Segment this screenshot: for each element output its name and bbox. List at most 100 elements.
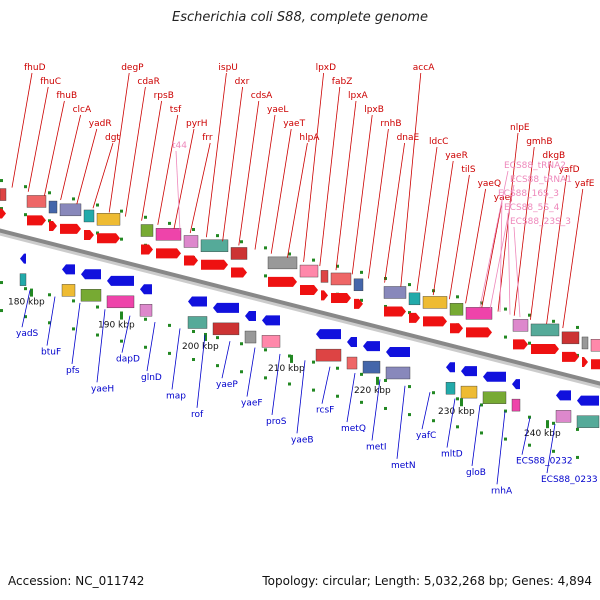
scale-label: 220 kbp — [354, 386, 391, 396]
gene-leader-line — [562, 188, 584, 329]
gene-arrow-reverse — [245, 311, 256, 322]
gene-leader-line — [46, 296, 56, 346]
tick-dot — [528, 415, 531, 419]
tick-dot — [168, 351, 171, 355]
gene-leader-line — [71, 302, 81, 365]
gene-label-rna: ECS88_16S_3 — [498, 189, 559, 199]
gene-leader-line — [530, 160, 551, 320]
gene-arrow-forward — [384, 306, 406, 317]
gene-arrow-forward — [354, 298, 363, 309]
gene-block-forward — [48, 200, 58, 214]
gene-label-forward: yaeJ — [494, 193, 513, 203]
gene-leader-line — [76, 128, 98, 205]
gene-arrow-forward — [0, 208, 6, 219]
gene-label-reverse: yaeF — [241, 399, 263, 409]
rna-leader-line — [479, 170, 509, 308]
tick-dot — [432, 391, 435, 395]
gene-block-forward — [96, 213, 121, 226]
tick-dot — [192, 330, 195, 334]
rna-leader-line — [499, 198, 503, 313]
gene-block-forward — [155, 228, 182, 241]
gene-label-forward: hlpA — [299, 133, 320, 143]
tick-dot — [360, 298, 363, 302]
gene-label-forward: nlpE — [510, 123, 530, 133]
gene-label-reverse: map — [166, 391, 186, 401]
tick-dot — [0, 179, 3, 183]
gene-leader-line — [92, 142, 114, 209]
gene-label-reverse: proS — [266, 417, 287, 427]
gene-arrow-reverse — [81, 269, 101, 280]
gene-label-forward: yafE — [575, 179, 595, 189]
gene-leader-line — [271, 353, 281, 416]
tick-dot — [24, 315, 27, 319]
tick-dot — [456, 397, 459, 401]
tick-dot — [96, 305, 99, 309]
gene-block-reverse — [261, 335, 281, 348]
gene-arrow-reverse — [107, 275, 134, 286]
tick-dot — [168, 323, 171, 327]
gene-block-forward — [561, 331, 580, 345]
gene-arrow-forward — [97, 233, 120, 244]
tick-dot — [72, 327, 75, 331]
tick-dot — [336, 366, 339, 370]
major-tick — [376, 376, 379, 385]
tick-dot — [360, 270, 363, 274]
gene-label-reverse: gloB — [466, 468, 486, 478]
gene-label-forward: yaeL — [267, 105, 288, 115]
tick-dot — [264, 274, 267, 278]
gene-block-forward — [299, 264, 319, 278]
gene-arrow-forward — [409, 312, 420, 323]
gene-label-forward: rpsB — [154, 91, 174, 101]
tick-dot — [432, 419, 435, 423]
tick-dot — [384, 406, 387, 410]
gene-block-forward — [0, 188, 7, 201]
gene-leader-line — [321, 366, 331, 404]
gene-leader-line — [446, 398, 456, 448]
gene-label-reverse: metQ — [341, 424, 366, 434]
tick-dot — [72, 197, 75, 201]
gene-leader-line — [465, 188, 486, 304]
tick-dot — [360, 372, 363, 376]
tick-dot — [480, 403, 483, 407]
tick-dot — [48, 191, 51, 195]
gene-leader-line — [206, 72, 227, 238]
tick-dot — [240, 342, 243, 346]
gene-leader-line — [471, 404, 481, 467]
tick-dot — [72, 299, 75, 303]
gene-arrow-forward — [141, 244, 153, 255]
gene-leader-line — [157, 114, 179, 225]
gene-block-reverse — [346, 356, 358, 370]
gene-arrow-reverse — [446, 362, 455, 373]
gene-label-forward: fabZ — [332, 77, 353, 87]
tick-dot — [96, 231, 99, 235]
gene-arrow-reverse — [386, 346, 410, 357]
gene-arrow-forward — [231, 267, 247, 278]
rna-leader-line — [489, 184, 515, 310]
gene-leader-line — [513, 146, 535, 316]
major-tick — [204, 332, 207, 341]
major-tick — [30, 288, 33, 297]
gene-leader-line — [384, 142, 405, 283]
tick-dot — [552, 421, 555, 425]
map-title: Escherichia coli S88, complete genome — [172, 10, 428, 25]
tick-dot — [288, 252, 291, 256]
gene-leader-line — [121, 315, 131, 353]
gene-block-forward — [230, 247, 248, 260]
gene-label-rna: ECS88_tRNA2 — [504, 161, 566, 171]
gene-label-reverse: ECS88_0233 — [541, 475, 598, 485]
gene-label-reverse: yaeP — [216, 380, 238, 390]
gene-block-reverse — [315, 348, 342, 362]
gene-block-reverse — [460, 385, 478, 399]
tick-dot — [408, 283, 411, 287]
gene-block-forward — [530, 323, 560, 337]
gene-leader-line — [296, 360, 306, 434]
gene-leader-line — [421, 392, 431, 430]
tick-dot — [0, 309, 3, 313]
gene-leader-line — [368, 128, 389, 279]
gene-label-reverse: yadS — [16, 329, 39, 339]
gene-label-reverse: mltD — [441, 450, 463, 460]
gene-arrow-reverse — [363, 341, 380, 352]
gene-block-forward — [59, 203, 82, 217]
gene-label-forward: yaeT — [283, 119, 305, 129]
